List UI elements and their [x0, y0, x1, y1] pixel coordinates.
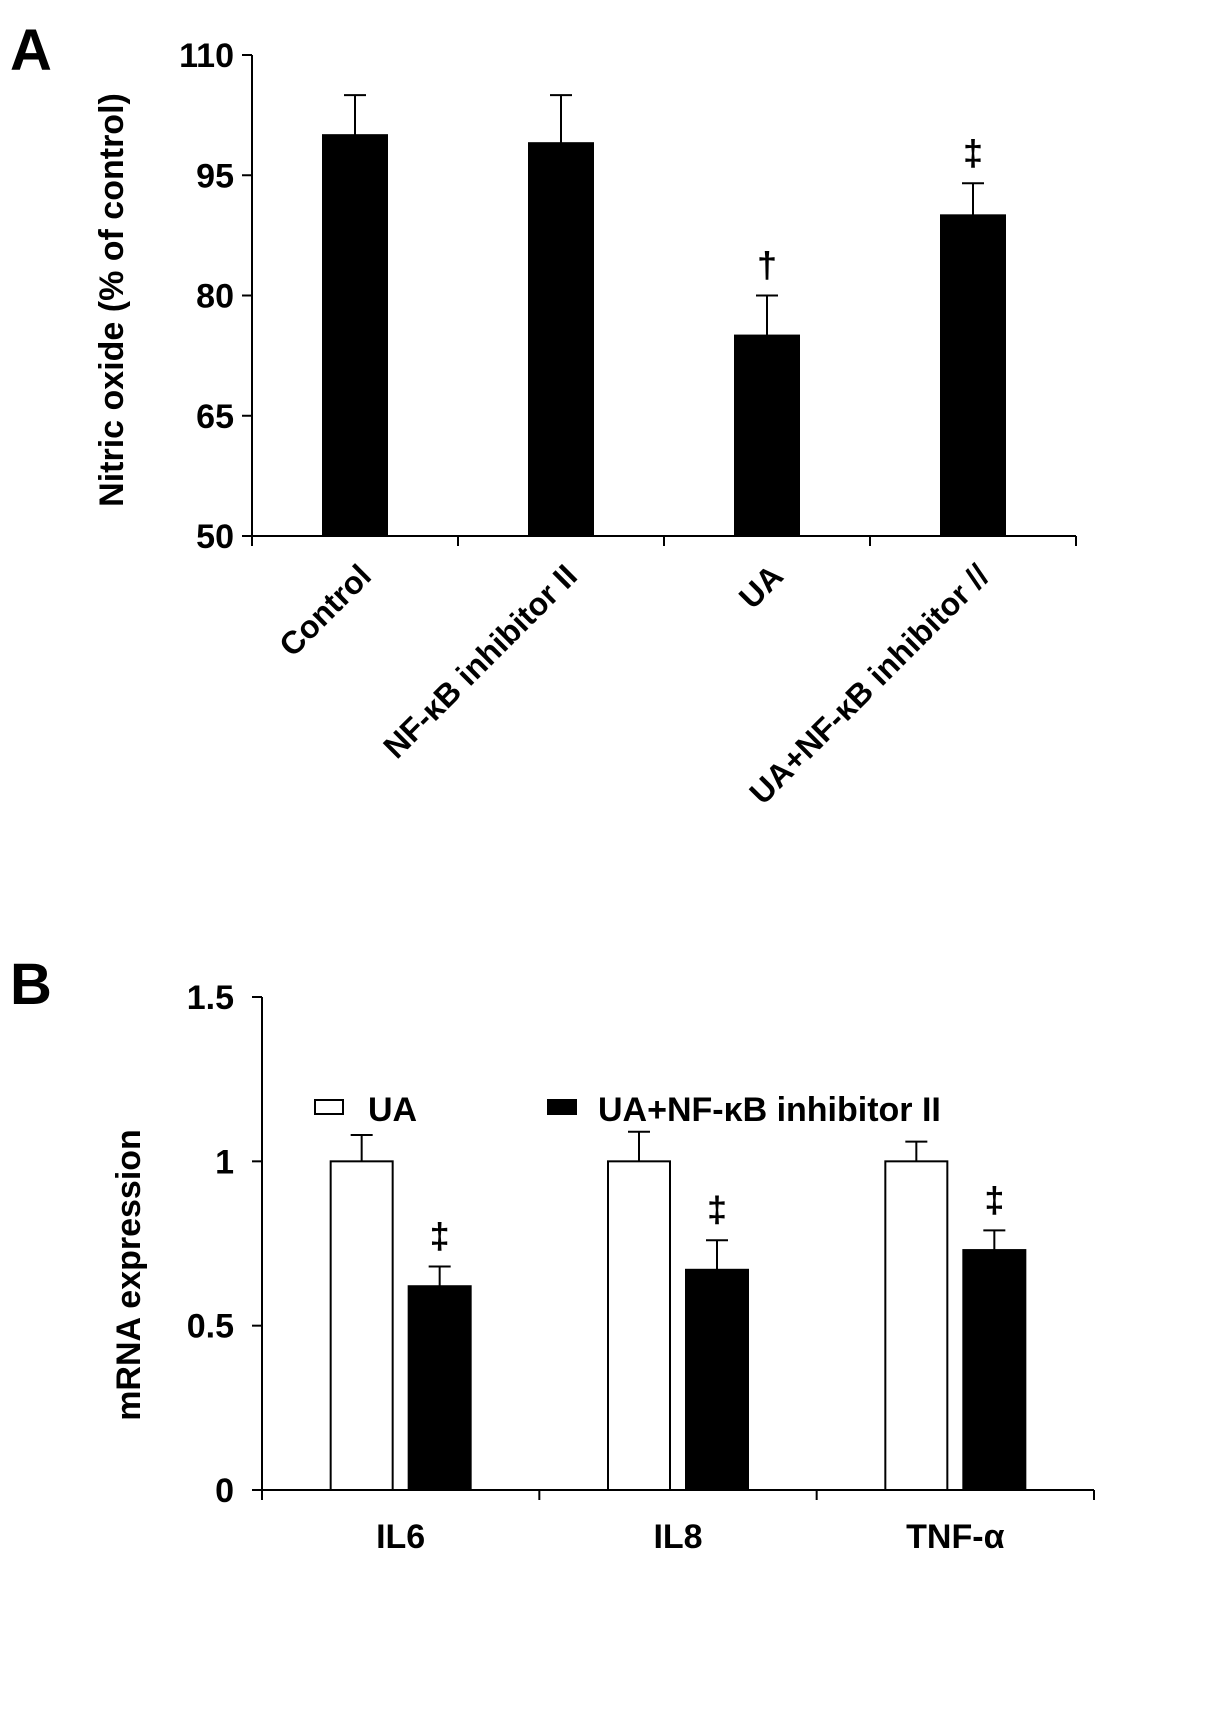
- panel-a-y-tick-label: 65: [196, 398, 234, 436]
- panel-a: A Nitric oxide (% of control) 50 65 80 95 11…: [10, 18, 1077, 811]
- panel-a-significance-mark: †: [757, 245, 777, 286]
- panel-b-bar: [607, 1160, 671, 1492]
- panel-b-bar: [685, 1268, 749, 1491]
- legend-swatch-ua-inhibitor: [547, 1099, 577, 1115]
- panel-b-ylabel: mRNA expression: [110, 1129, 148, 1421]
- panel-a-significance-mark: ‡: [963, 132, 983, 173]
- panel-b-bar: [407, 1285, 472, 1492]
- legend-label-ua-inhibitor: UA+NF-κB inhibitor II: [598, 1091, 941, 1129]
- panel-b-bar: [884, 1160, 949, 1492]
- panel-a-bar: [528, 142, 594, 538]
- panel-a-x-tick-label: UA+NF-κB inhibitor //: [742, 557, 996, 811]
- panel-b-bar: [962, 1249, 1027, 1492]
- panel-b: B mRNA expression UA UA+NF-κB inhibitor …: [10, 952, 1095, 1556]
- panel-a-y-tick-label: 80: [196, 278, 234, 316]
- panel-b-y-tick-label: 0: [215, 1472, 234, 1510]
- panel-b-x-tick-label: IL6: [376, 1518, 425, 1556]
- panel-a-y-tick-label: 95: [196, 157, 234, 195]
- panel-a-y-tick-label: 110: [179, 37, 234, 75]
- panel-a-x-tick-label: Control: [272, 557, 378, 663]
- panel-b-y-tick-label: 1.5: [187, 979, 234, 1017]
- panel-a-label: A: [10, 18, 52, 83]
- panel-a-bars: †‡: [322, 94, 1006, 538]
- panel-a-y-tick-label: 50: [196, 518, 234, 556]
- legend-swatch-ua: [314, 1099, 344, 1115]
- panel-b-x-tick-label: TNF-α: [906, 1518, 1004, 1556]
- panel-b-y-tick-label: 0.5: [187, 1308, 234, 1346]
- panel-b-bars: ‡ ‡ ‡: [329, 1130, 1027, 1492]
- panel-a-ylabel: Nitric oxide (% of control): [93, 93, 131, 507]
- panel-b-x-tick-label: IL8: [653, 1518, 702, 1556]
- panel-a-x-tick-label: UA: [732, 557, 790, 615]
- panel-b-significance-mark: ‡: [430, 1216, 450, 1257]
- panel-b-axes: 0 0.5 1 1.5 IL6 IL8 TNF-α: [187, 979, 1095, 1556]
- panel-a-bar: [322, 134, 388, 538]
- panel-a-x-tick-label: NF-κB inhibitor II: [376, 557, 584, 765]
- panel-a-bar: [734, 334, 800, 538]
- panel-b-bar: [329, 1160, 394, 1492]
- panel-b-legend: UA UA+NF-κB inhibitor II: [314, 1091, 941, 1129]
- legend-label-ua: UA: [368, 1091, 417, 1129]
- panel-a-bar: [940, 214, 1006, 537]
- panel-b-significance-mark: ‡: [707, 1189, 727, 1230]
- panel-b-label: B: [10, 952, 52, 1017]
- panel-b-significance-mark: ‡: [984, 1179, 1004, 1220]
- panel-b-y-tick-label: 1: [215, 1143, 234, 1181]
